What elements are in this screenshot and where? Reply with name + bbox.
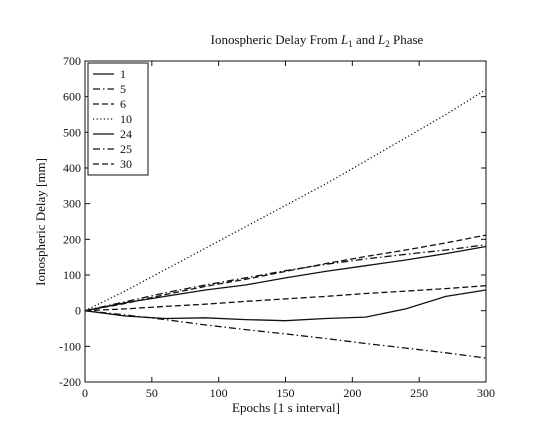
series-line-1: [84, 245, 487, 312]
legend-entry: 30: [120, 157, 132, 171]
title-part-c: and: [353, 32, 378, 47]
x-tick-label: 200: [343, 386, 361, 400]
y-tick-label: -200: [59, 375, 81, 389]
legend-entry: 10: [120, 112, 132, 126]
chart-title: Ionospheric Delay From L1 and L2 Phase: [211, 32, 424, 49]
y-tick-label: 600: [63, 90, 81, 104]
y-tick-label: 0: [75, 304, 81, 318]
x-tick-label: 300: [477, 386, 495, 400]
y-tick-label: 200: [63, 232, 81, 246]
y-axis-ticks: -200 -100 0 100 200 300 400 500 600 700: [59, 54, 486, 389]
title-part-b: L: [340, 32, 348, 47]
y-tick-label: 700: [63, 54, 81, 68]
x-tick-label: 250: [410, 386, 428, 400]
y-tick-label: 100: [63, 268, 81, 282]
legend-entry: 6: [120, 97, 126, 111]
series-line-25: [84, 244, 487, 312]
y-axis-label: Ionospheric Delay [mm]: [33, 158, 48, 286]
x-tick-label: 0: [82, 386, 88, 400]
series-line-24: [84, 289, 487, 322]
legend-entry: 1: [120, 67, 126, 81]
legend-entry: 5: [120, 82, 126, 96]
y-tick-label: 500: [63, 125, 81, 139]
x-axis-ticks: 0 50 100 150 200 250 300: [82, 61, 495, 400]
y-tick-label: -100: [59, 339, 81, 353]
y-tick-label: 300: [63, 197, 81, 211]
title-part-e: Phase: [390, 32, 424, 47]
series-line-5: [84, 310, 487, 359]
x-tick-label: 50: [146, 386, 158, 400]
series-line-30: [84, 285, 487, 312]
legend-box: [87, 62, 149, 176]
y-tick-label: 400: [63, 161, 81, 175]
series-lines: [84, 88, 487, 359]
legend-entry: 25: [120, 142, 132, 156]
title-part-b-sub: 1: [348, 39, 353, 49]
x-tick-label: 150: [277, 386, 295, 400]
title-part-a: Ionospheric Delay From: [211, 32, 341, 47]
x-axis-label: Epochs [1 s interval]: [232, 400, 340, 415]
legend-entry: 24: [120, 127, 132, 141]
title-part-d: L: [377, 32, 385, 47]
x-tick-label: 100: [210, 386, 228, 400]
series-line-6: [84, 234, 487, 312]
title-part-d-sub: 2: [385, 39, 390, 49]
